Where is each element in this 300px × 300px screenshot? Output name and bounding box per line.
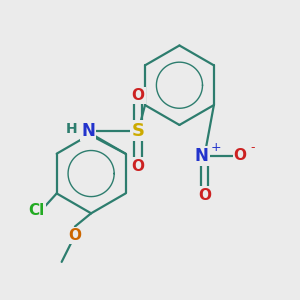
Text: O: O xyxy=(132,159,145,174)
Text: +: + xyxy=(211,141,222,154)
Text: S: S xyxy=(132,122,145,140)
Text: Cl: Cl xyxy=(28,203,45,218)
Text: N: N xyxy=(81,122,95,140)
Text: -: - xyxy=(251,141,255,154)
Text: H: H xyxy=(66,122,78,136)
Text: O: O xyxy=(68,228,81,243)
Text: O: O xyxy=(198,188,211,202)
Text: N: N xyxy=(195,147,208,165)
Text: O: O xyxy=(233,148,246,164)
Text: O: O xyxy=(132,88,145,103)
